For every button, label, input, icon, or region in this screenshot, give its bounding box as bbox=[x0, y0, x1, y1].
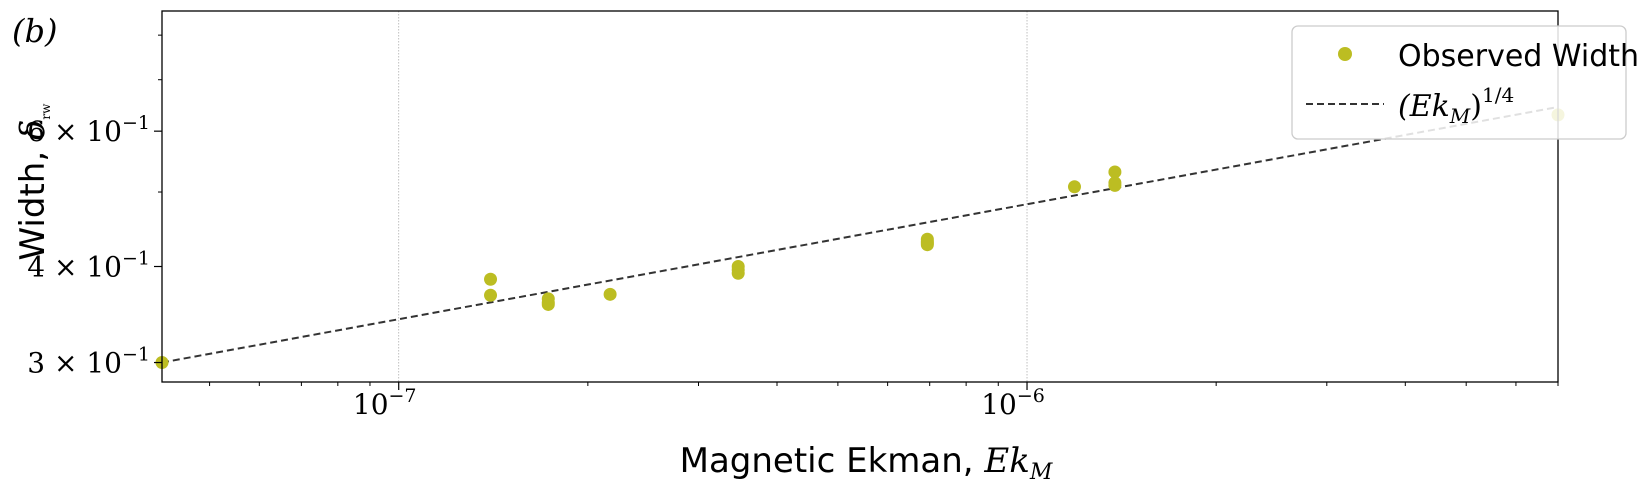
fit-line-layer bbox=[161, 106, 1559, 364]
y-tick-label-part: 3 bbox=[27, 347, 54, 380]
legend-label-fit-sup: 1/4 bbox=[1482, 83, 1514, 107]
y-tick-label-part: × bbox=[54, 115, 86, 148]
y-tick-label-part: × bbox=[54, 347, 86, 380]
observed-point bbox=[484, 288, 498, 302]
observed-point bbox=[1108, 178, 1122, 192]
y-axis-label-subscript: rw bbox=[39, 103, 53, 120]
y-tick-label-part: 6 bbox=[27, 115, 54, 148]
grid-lines bbox=[398, 11, 1028, 382]
y-tick-label-exponent: −1 bbox=[122, 248, 150, 270]
y-tick-label: 3 × 10−1 bbox=[27, 344, 150, 380]
y-tick-label: 6 × 10−1 bbox=[27, 112, 150, 148]
observed-points-layer bbox=[155, 108, 1565, 370]
y-tick-label-exponent: −1 bbox=[122, 112, 150, 134]
x-axis-label-subscript: M bbox=[1029, 460, 1053, 485]
panel-label: (b) bbox=[12, 12, 57, 50]
plot-frame bbox=[161, 10, 1559, 383]
y-tick-label-exponent: −1 bbox=[122, 344, 150, 366]
observed-point bbox=[920, 238, 934, 252]
y-tick-label-part: 10 bbox=[86, 115, 122, 148]
x-tick-label-base: 10 bbox=[981, 388, 1017, 421]
y-tick-label-part: 10 bbox=[86, 347, 122, 380]
observed-point bbox=[541, 297, 555, 311]
y-tick-label-part: 4 bbox=[27, 251, 54, 284]
legend-label-fit-open: (Ek bbox=[1398, 89, 1450, 124]
x-axis-label-math: Ek bbox=[983, 441, 1029, 481]
observed-point bbox=[1108, 165, 1122, 179]
observed-point bbox=[484, 272, 498, 286]
x-tick-label-exponent: −7 bbox=[389, 385, 417, 407]
axis-ticks bbox=[154, 34, 1559, 390]
legend-label-fit: (EkM)1/4 bbox=[1398, 83, 1514, 128]
x-axis-label-text: Magnetic Ekman, bbox=[680, 441, 985, 481]
x-tick-label-exponent: −6 bbox=[1017, 385, 1045, 407]
tick-labels: 10−7 10−63 × 10−14 × 10−16 × 10−1 bbox=[27, 112, 1045, 421]
x-axis-label: Magnetic Ekman, EkM bbox=[680, 441, 1053, 485]
y-axis-label: Width, δrw bbox=[13, 103, 53, 261]
legend: Observed Width (EkM)1/4 bbox=[1291, 25, 1639, 140]
observed-point bbox=[731, 266, 745, 280]
x-tick-label-base: 10 bbox=[353, 388, 389, 421]
y-tick-label-part: 10 bbox=[86, 251, 122, 284]
legend-label-fit-close: ) bbox=[1470, 89, 1482, 124]
observed-point bbox=[1067, 180, 1081, 194]
y-axis-label-math: δ bbox=[13, 120, 53, 140]
legend-label-observed: Observed Width bbox=[1398, 39, 1639, 74]
y-tick-label-part: × bbox=[54, 251, 86, 284]
y-axis-label-text: Width, bbox=[13, 140, 53, 260]
observed-point bbox=[603, 287, 617, 301]
fit-line bbox=[161, 106, 1559, 364]
y-tick-label: 4 × 10−1 bbox=[27, 248, 150, 284]
x-tick-label: 10−6 bbox=[981, 385, 1045, 421]
legend-label-fit-sub: M bbox=[1449, 104, 1471, 128]
x-tick-label: 10−7 bbox=[353, 385, 417, 421]
legend-marker-observed bbox=[1338, 47, 1352, 61]
legend-box bbox=[1291, 25, 1627, 140]
